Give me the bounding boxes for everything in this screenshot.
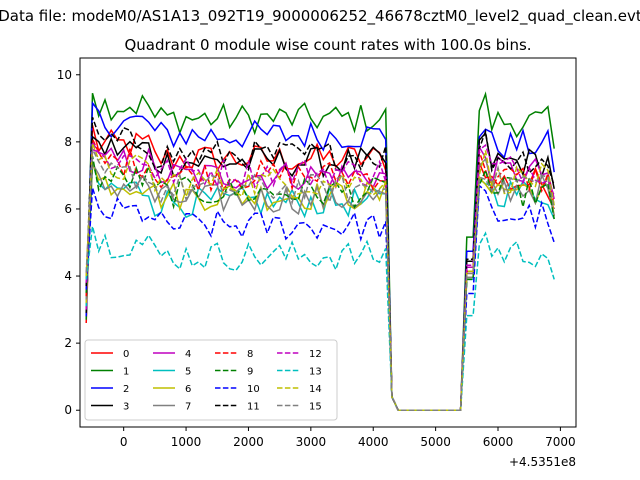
legend-label: 3 [123, 402, 129, 413]
series-line-13 [85, 226, 555, 411]
series-line-14 [85, 142, 555, 411]
legend-label: 7 [185, 402, 191, 413]
series-line-10 [85, 184, 555, 411]
legend-box [84, 339, 338, 421]
legend-label: 5 [185, 367, 191, 378]
x-tick-label: 6000 [483, 435, 514, 449]
legend-label: 12 [309, 349, 322, 360]
chart-title: Quadrant 0 module wise count rates with … [124, 36, 531, 54]
legend-label: 4 [185, 349, 191, 360]
y-tick-label: 10 [57, 68, 72, 82]
y-axis: 0 2 4 6 8 10 [57, 68, 80, 417]
series-layer [85, 91, 555, 411]
series-line-8 [85, 138, 555, 411]
series-line-9 [85, 156, 555, 411]
x-tick-label: 7000 [545, 435, 576, 449]
legend-label: 8 [247, 349, 253, 360]
x-offset-label: +4.5351e8 [509, 455, 576, 469]
y-tick-label: 0 [64, 403, 72, 417]
legend-label: 1 [123, 367, 129, 378]
y-tick-label: 8 [64, 135, 72, 149]
series-line-11 [85, 117, 555, 411]
x-tick-label: 5000 [420, 435, 451, 449]
x-tick-label: 1000 [171, 435, 202, 449]
x-axis: 0 1000 2000 3000 4000 5000 6000 7000 [120, 427, 576, 449]
legend-label: 13 [309, 367, 322, 378]
legend-label: 2 [123, 384, 129, 395]
axes-frame [79, 57, 577, 428]
series-line-15 [85, 146, 555, 411]
y-tick-label: 6 [64, 202, 72, 216]
x-tick-label: 3000 [296, 435, 327, 449]
x-tick-label: 0 [120, 435, 128, 449]
legend-label: 0 [123, 349, 129, 360]
legend-label: 6 [185, 384, 191, 395]
legend-label: 9 [247, 367, 253, 378]
legend-label: 14 [309, 384, 322, 395]
series-line-12 [85, 139, 555, 411]
legend-label: 11 [247, 402, 260, 413]
chart-suptitle: Data file: modeM0/AS1A13_092T19_90000062… [0, 7, 640, 26]
y-tick-label: 2 [64, 336, 72, 350]
y-tick-label: 4 [64, 269, 72, 283]
series-line-1 [85, 91, 555, 411]
legend-label: 10 [247, 384, 260, 395]
x-tick-label: 2000 [233, 435, 264, 449]
legend-label: 15 [309, 402, 322, 413]
x-tick-label: 4000 [358, 435, 389, 449]
